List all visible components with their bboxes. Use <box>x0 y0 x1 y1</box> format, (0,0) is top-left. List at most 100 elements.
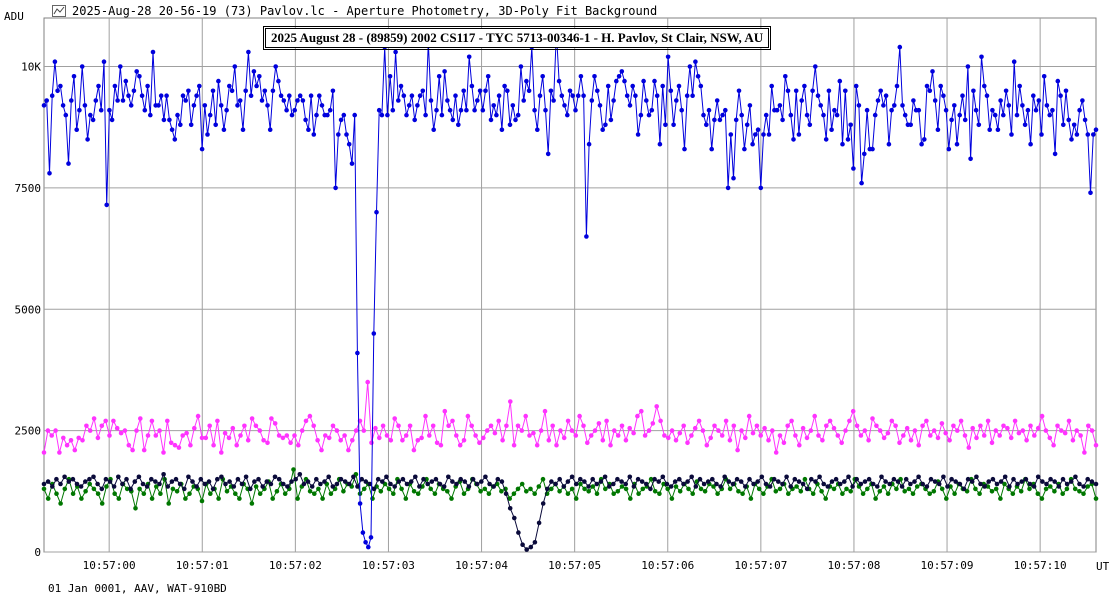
data-point-comp <box>211 442 216 448</box>
data-point-other <box>355 484 360 489</box>
data-point-check <box>524 489 529 494</box>
data-point-target <box>499 127 505 132</box>
data-point-check <box>158 491 163 497</box>
data-point-comp <box>793 433 798 438</box>
data-point-comp <box>238 433 243 438</box>
data-point-check <box>187 491 192 497</box>
data-point-comp <box>400 438 405 443</box>
data-point-target <box>44 98 49 103</box>
data-point-target <box>398 83 404 89</box>
data-point-other <box>602 474 608 480</box>
data-point-target <box>1052 151 1058 157</box>
data-point-target <box>902 112 908 118</box>
data-point-comp <box>1093 442 1099 448</box>
data-point-comp <box>962 433 968 438</box>
data-point-target <box>412 117 418 123</box>
data-point-other <box>74 481 80 487</box>
data-point-check <box>341 489 346 494</box>
series-line-other <box>43 472 1097 551</box>
data-point-target <box>622 78 627 84</box>
data-point-comp <box>1008 435 1014 441</box>
data-point-comp <box>419 435 424 441</box>
data-point-other <box>672 479 678 484</box>
data-point-target <box>52 59 58 64</box>
data-point-target <box>881 103 886 108</box>
data-point-target <box>112 83 118 89</box>
data-point-other <box>891 476 897 482</box>
data-point-comp <box>49 433 54 438</box>
data-point-target <box>227 83 232 89</box>
data-point-target <box>1047 112 1052 118</box>
data-point-target <box>202 103 208 108</box>
data-point-comp <box>739 428 744 433</box>
data-point-comp <box>820 438 825 443</box>
data-point-target <box>595 88 600 94</box>
data-point-comp <box>57 450 62 455</box>
data-point-comp <box>103 418 108 424</box>
data-point-comp <box>427 433 432 438</box>
data-point-check <box>669 496 675 501</box>
data-point-other <box>446 474 451 480</box>
data-point-target <box>123 78 129 84</box>
data-point-target <box>733 117 739 123</box>
data-point-target <box>714 98 720 103</box>
data-point-check <box>428 486 434 492</box>
data-point-comp <box>342 433 347 438</box>
data-point-comp <box>1070 438 1076 443</box>
data-point-comp <box>157 428 162 433</box>
data-point-target <box>213 122 218 128</box>
data-point-comp <box>361 428 367 433</box>
data-point-target <box>510 103 516 108</box>
data-point-other <box>809 476 814 482</box>
data-point-comp <box>504 423 509 429</box>
data-point-other <box>532 540 538 545</box>
data-point-target <box>186 88 191 94</box>
data-point-check <box>528 486 533 492</box>
data-point-target <box>619 69 625 74</box>
data-point-check <box>282 491 288 497</box>
data-point-target <box>984 93 990 98</box>
data-point-comp <box>692 425 698 431</box>
data-point-other <box>433 476 439 482</box>
data-point-comp <box>261 438 266 443</box>
data-point-comp <box>835 433 841 438</box>
data-point-target <box>401 93 407 98</box>
data-point-target <box>815 93 821 98</box>
data-point-comp <box>931 428 937 433</box>
x-tick-label: 10:57:07 <box>734 559 787 572</box>
data-point-other <box>194 484 199 489</box>
data-point-target <box>259 98 265 103</box>
data-point-other <box>388 481 393 487</box>
data-point-other <box>87 476 92 482</box>
data-point-other <box>540 501 546 506</box>
data-point-other <box>177 481 183 487</box>
data-point-other <box>190 479 195 484</box>
data-point-other <box>252 479 257 484</box>
data-point-other <box>1052 479 1057 484</box>
data-point-comp <box>469 423 475 429</box>
data-point-target <box>597 103 603 108</box>
data-point-target <box>731 175 736 181</box>
data-point-target <box>404 112 409 118</box>
data-point-target <box>982 83 987 89</box>
data-point-target <box>589 98 595 103</box>
data-point-target <box>954 141 960 147</box>
data-point-check <box>316 486 321 492</box>
data-point-target <box>875 98 881 103</box>
data-point-target <box>306 127 311 132</box>
data-point-target <box>314 112 319 118</box>
data-point-comp <box>669 428 675 433</box>
data-point-check <box>877 489 883 494</box>
data-point-other <box>842 479 847 484</box>
data-point-comp <box>534 442 540 448</box>
data-point-other <box>705 479 711 484</box>
data-point-other <box>928 476 934 482</box>
data-point-check <box>79 496 84 501</box>
data-point-check <box>798 489 804 494</box>
data-point-comp <box>265 440 270 446</box>
data-point-comp <box>916 442 921 448</box>
data-point-comp <box>80 438 85 443</box>
data-point-target <box>167 117 172 123</box>
data-point-check <box>54 491 59 497</box>
